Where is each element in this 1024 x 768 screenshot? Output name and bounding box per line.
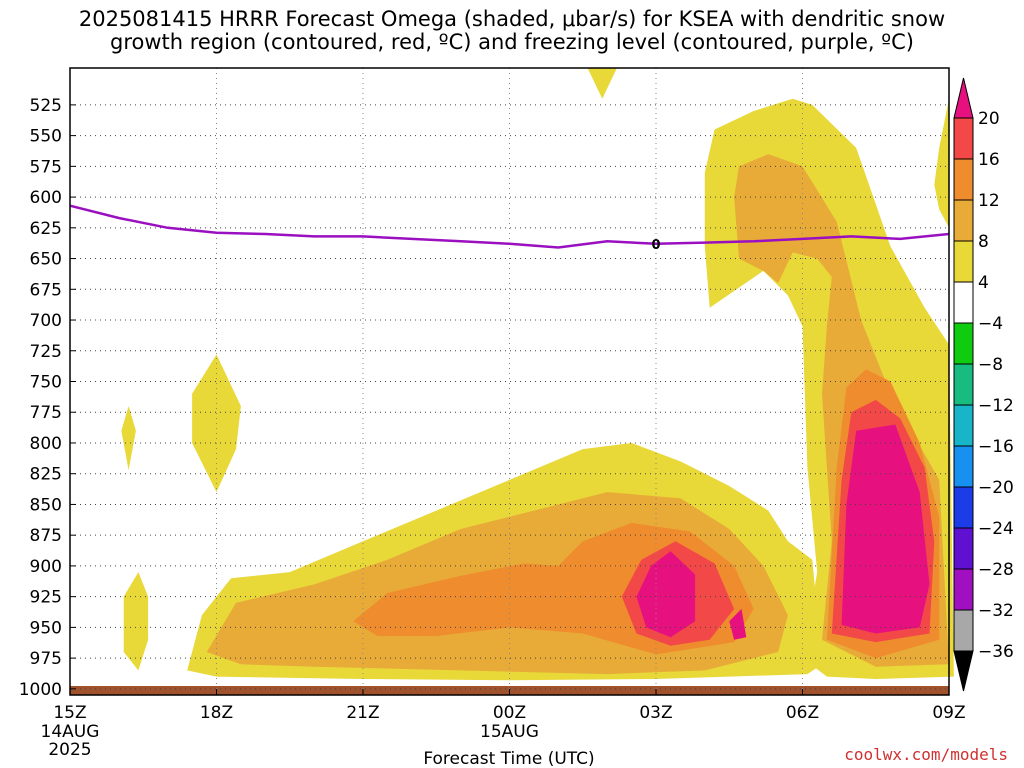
- colorbar-bin: [953, 527, 974, 570]
- omega-region-13: [841, 424, 930, 634]
- omega-region-17: [636, 123, 671, 274]
- y-tick-label: 1000: [19, 680, 62, 700]
- colorbar-tick-label: −16: [978, 437, 1014, 457]
- y-tick-label: 550: [30, 127, 62, 147]
- colorbar-tick-label: −32: [978, 601, 1014, 621]
- colorbar-tick-label: 4: [978, 273, 989, 293]
- colorbar-bin: [953, 158, 974, 201]
- y-tick-label: 625: [30, 219, 62, 239]
- y-tick-label: 650: [30, 250, 62, 270]
- colorbar-bin: [953, 609, 974, 652]
- omega-region-16: [106, 92, 122, 222]
- omega-region-0: [123, 572, 149, 671]
- y-tick-label: 825: [30, 465, 62, 485]
- credit-text: coolwx.com/models: [844, 745, 1008, 764]
- y-tick-label: 950: [30, 618, 62, 638]
- omega-region-1: [121, 406, 136, 470]
- omega-shaded-regions: [106, 68, 954, 681]
- y-tick-label: 850: [30, 495, 62, 515]
- colorbar-tick-label: 20: [978, 109, 1000, 129]
- omega-region-15: [587, 68, 617, 99]
- colorbar-top-arrow: [953, 77, 974, 119]
- colorbar-tick-label: −36: [978, 642, 1014, 662]
- colorbar-tick-label: −8: [978, 355, 1003, 375]
- omega-region-8: [729, 608, 747, 640]
- omega-region-7: [636, 551, 696, 638]
- freezing-level-line: [69, 204, 950, 249]
- x-tick-label: 00Z: [493, 703, 526, 723]
- colorbar-bin: [953, 486, 974, 529]
- y-tick-label: 875: [30, 526, 62, 546]
- x-axis-label: Forecast Time (UTC): [423, 749, 594, 768]
- x-tick-sublabel: 2025: [48, 740, 91, 760]
- omega-region-14: [934, 98, 949, 228]
- y-tick-label: 775: [30, 403, 62, 423]
- colorbar-tick-label: −24: [978, 519, 1014, 539]
- y-tick-label: 900: [30, 557, 62, 577]
- y-tick-label: 800: [30, 434, 62, 454]
- x-tick-sublabel: 15AUG: [480, 722, 539, 742]
- y-tick-label: 525: [30, 96, 62, 116]
- colorbar-bin: [953, 568, 974, 611]
- colorbar-bin: [953, 281, 974, 324]
- omega-region-18: [641, 277, 764, 456]
- colorbar-bin: [953, 363, 974, 406]
- y-axis-ticks: 525 550 575 600 625 650 675 700 725 750 775 800 825 8…: [19, 96, 76, 700]
- y-tick-label: 575: [30, 157, 62, 177]
- colorbar-tick-label: 8: [978, 232, 989, 252]
- title-line-1: 2025081415 HRRR Forecast Omega (shaded, …: [78, 7, 946, 31]
- x-tick-label: 09Z: [932, 703, 965, 723]
- colorbar-tick-label: −12: [978, 396, 1014, 416]
- colorbar-bin: [953, 445, 974, 488]
- colorbar-bottom-arrow: [953, 650, 974, 692]
- colorbar-tick-label: −20: [978, 478, 1014, 498]
- x-tick-label: 03Z: [639, 703, 672, 723]
- colorbar: 20 16 12 8 4 −4 −8 −12 −16 −20 −24 −28 −32 −36: [953, 77, 1014, 692]
- colorbar-tick-label: 12: [978, 191, 1000, 211]
- colorbar-bin: [953, 117, 974, 160]
- colorbar-bin: [953, 322, 974, 365]
- y-tick-label: 925: [30, 588, 62, 608]
- colorbar-tick-label: −28: [978, 560, 1014, 580]
- colorbar-tick-label: −4: [978, 314, 1003, 334]
- x-tick-label: 15Z: [53, 703, 86, 723]
- y-tick-label: 700: [30, 311, 62, 331]
- x-tick-label: 18Z: [200, 703, 233, 723]
- colorbar-bin: [953, 240, 974, 283]
- colorbar-tick-label: 16: [978, 150, 1000, 170]
- colorbar-bin: [953, 199, 974, 242]
- x-tick-sublabel: 14AUG: [41, 722, 100, 742]
- freezing-level-contour: 0: [69, 204, 950, 253]
- y-tick-label: 675: [30, 280, 62, 300]
- freezing-level-label: 0: [651, 238, 660, 253]
- y-tick-label: 725: [30, 342, 62, 362]
- chart-title: 2025081415 HRRR Forecast Omega (shaded, …: [0, 8, 1024, 54]
- colorbar-bin: [953, 404, 974, 447]
- y-tick-label: 600: [30, 188, 62, 208]
- y-tick-label: 975: [30, 649, 62, 669]
- x-tick-label: 06Z: [786, 703, 819, 723]
- x-tick-label: 21Z: [346, 703, 379, 723]
- y-tick-label: 750: [30, 373, 62, 393]
- title-line-2: growth region (contoured, red, ºC) and f…: [110, 30, 914, 54]
